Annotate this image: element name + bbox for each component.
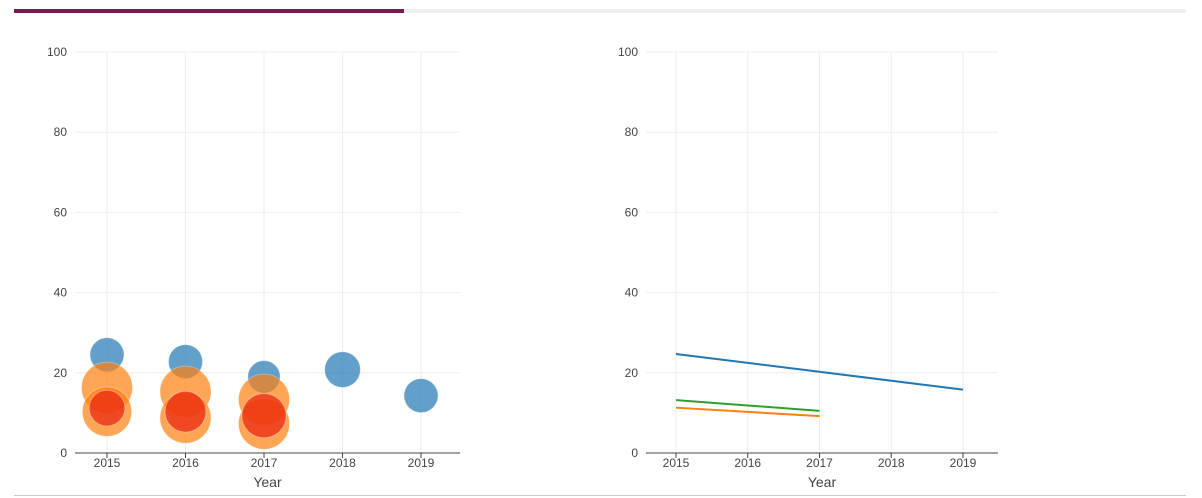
- bubble-chart-x-tick-label: 2017: [251, 456, 278, 470]
- line-chart-y-tick-label: 0: [631, 446, 638, 460]
- bubble-chart-bubble[interactable]: [403, 378, 439, 414]
- line-chart-x-tick-label: 2018: [878, 456, 905, 470]
- line-chart-x-tick-label: 2015: [663, 456, 690, 470]
- bubble-chart-y-tick-label: 60: [54, 205, 68, 219]
- bubble-chart-bubble[interactable]: [324, 351, 361, 388]
- line-chart-y-tick-label: 100: [618, 45, 638, 59]
- line-chart-y-tick-label: 40: [625, 286, 639, 300]
- line-chart-x-axis-title: Year: [808, 474, 837, 490]
- line-chart-x-tick-label: 2016: [734, 456, 761, 470]
- line-chart-series-line[interactable]: [675, 352, 964, 391]
- bubble-chart-y-tick-label: 0: [60, 446, 67, 460]
- bubble-chart-bubble[interactable]: [241, 393, 287, 439]
- bubble-chart-x-tick-label: 2019: [408, 456, 435, 470]
- progress-track: [14, 9, 1186, 13]
- progress-fill: [14, 9, 405, 13]
- bubble-chart-y-tick-label: 20: [54, 366, 68, 380]
- bottom-divider: [14, 495, 1186, 496]
- bubble-chart-y-tick-label: 100: [47, 45, 67, 59]
- line-chart-series-line[interactable]: [675, 399, 820, 412]
- bubble-chart-bubble[interactable]: [88, 389, 126, 427]
- line-chart-x-tick-label: 2017: [806, 456, 833, 470]
- line-chart-x-tick-label: 2019: [950, 456, 977, 470]
- bubble-chart-x-tick-label: 2018: [329, 456, 356, 470]
- line-chart-y-tick-label: 20: [625, 366, 639, 380]
- bubble-chart-y-tick-label: 80: [54, 125, 68, 139]
- bubble-chart-bubble[interactable]: [164, 390, 207, 433]
- bubble-chart-x-tick-label: 2015: [94, 456, 121, 470]
- line-chart-y-tick-label: 60: [625, 205, 639, 219]
- line-chart-series-line[interactable]: [675, 406, 820, 418]
- line-chart-y-tick-label: 80: [625, 125, 639, 139]
- bubble-chart-x-axis-title: Year: [253, 474, 282, 490]
- bubble-chart-y-tick-label: 40: [54, 286, 68, 300]
- bubble-chart-x-tick-label: 2016: [172, 456, 199, 470]
